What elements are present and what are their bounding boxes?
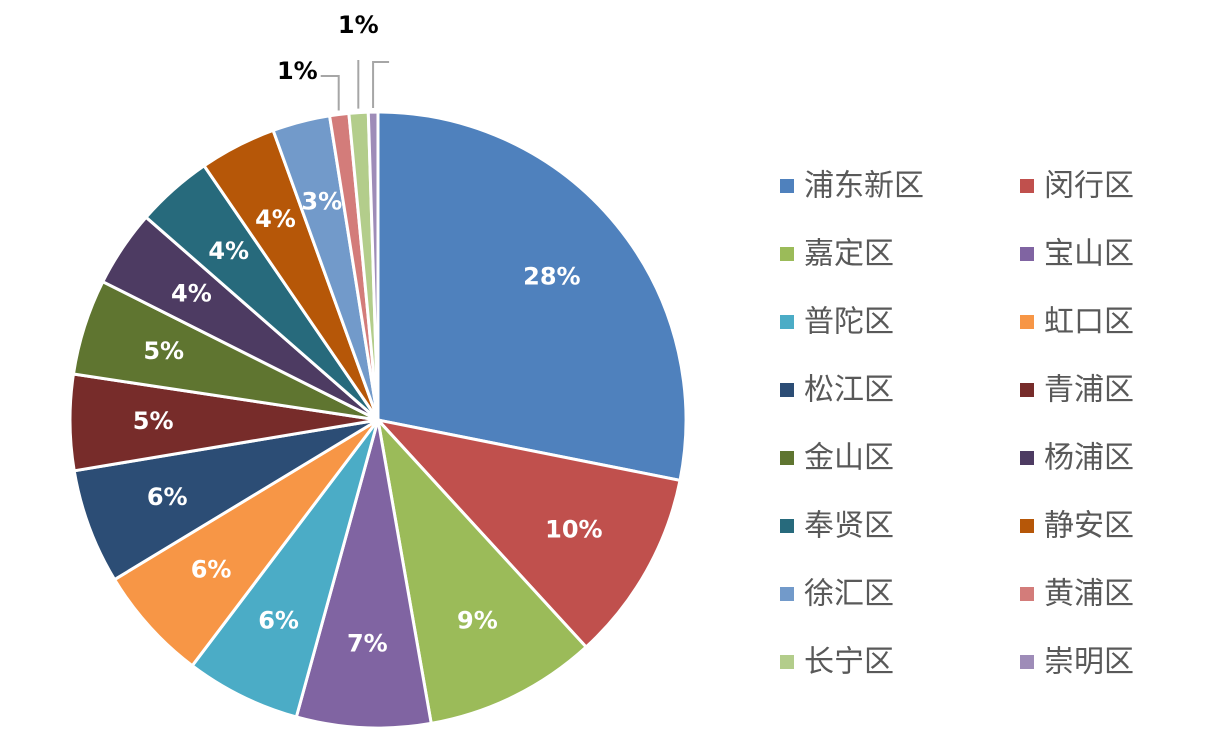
legend-swatch [1020,519,1034,533]
data-label: 3% [301,187,342,215]
legend-label: 宝山区 [1044,237,1134,272]
data-label: 1% [277,57,318,85]
data-label: 5% [143,337,184,365]
legend-label: 徐汇区 [804,577,894,612]
data-label: 28% [523,262,580,290]
legend-label: 虹口区 [1044,305,1134,340]
legend-swatch [780,383,794,397]
leader-line [372,61,390,109]
data-label: 4% [208,237,249,265]
pie-slice [376,110,688,483]
data-label: 6% [191,556,232,584]
legend-label: 崇明区 [1044,645,1134,680]
legend-swatch [1020,383,1034,397]
legend-label: 普陀区 [804,305,894,340]
legend-swatch [780,247,794,261]
data-label: 1% [338,11,379,39]
legend-label: 金山区 [804,441,894,476]
legend-swatch [1020,655,1034,669]
legend-label: 长宁区 [804,645,894,680]
legend-swatch [780,179,794,193]
legend-swatch [1020,315,1034,329]
pie-slice [294,419,433,730]
data-label: 4% [255,205,296,233]
legend-swatch [780,587,794,601]
legend-label: 松江区 [804,373,894,408]
legend-label: 黄浦区 [1044,577,1134,612]
legend-label: 浦东新区 [804,169,924,204]
legend-label: 奉贤区 [804,509,894,544]
data-label: 5% [133,407,174,435]
data-label: 7% [347,630,388,658]
pie-slice [366,110,380,421]
data-label: 4% [171,280,212,308]
legend-swatch [780,655,794,669]
legend-label: 嘉定区 [804,237,894,272]
data-label: 9% [457,607,498,635]
legend-swatch [780,451,794,465]
pie-slice [375,415,589,726]
legend-swatch [1020,179,1034,193]
legend-swatch [1020,247,1034,261]
legend-swatch [780,315,794,329]
legend-swatch [1020,451,1034,465]
data-label: 6% [258,607,299,635]
data-label: 6% [147,483,188,511]
legend-label: 闵行区 [1044,169,1134,204]
legend-label: 杨浦区 [1044,441,1134,476]
legend-label: 青浦区 [1044,373,1134,408]
leader-line [320,75,340,111]
data-label: 10% [545,515,602,543]
pie-slice [373,417,682,650]
legend-label: 静安区 [1044,509,1134,544]
legend-swatch [780,519,794,533]
legend-swatch [1020,587,1034,601]
